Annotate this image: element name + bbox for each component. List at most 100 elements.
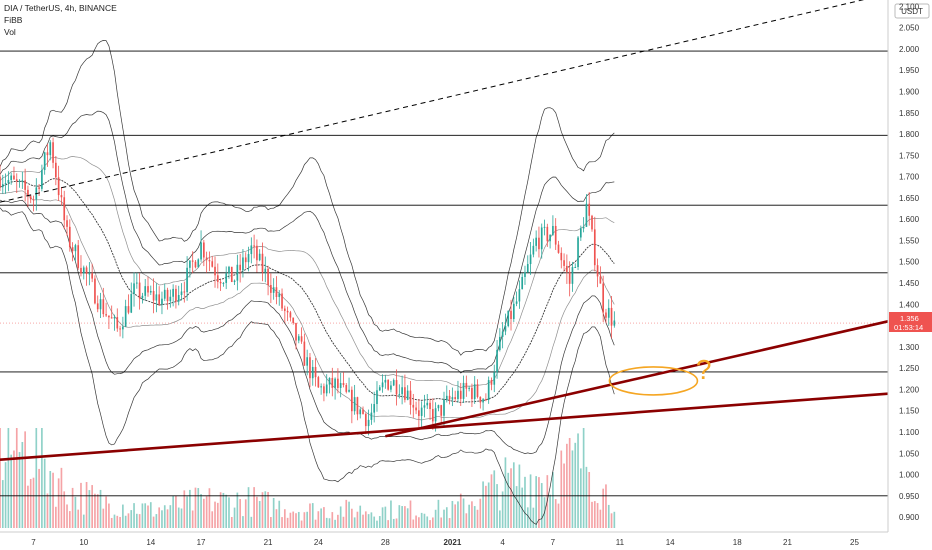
candle-body (166, 289, 169, 302)
volume-bar (233, 507, 236, 528)
candle-body (10, 175, 13, 180)
candle-body (415, 407, 417, 411)
volume-bar (180, 508, 183, 528)
trendline[interactable] (0, 392, 889, 461)
volume-bar (409, 500, 412, 528)
volume-bar (177, 507, 180, 528)
candle-body (216, 275, 219, 282)
candle-body (172, 288, 174, 297)
candle-body (15, 179, 18, 182)
candle-body (571, 267, 574, 284)
candle-body (487, 380, 490, 400)
trendline[interactable] (385, 320, 889, 438)
candle-body (613, 320, 616, 326)
fibb-band-line (0, 40, 615, 356)
volume-bar (515, 486, 518, 528)
candle-body (367, 419, 370, 427)
x-tick-label: 10 (79, 538, 88, 547)
price-axis-panel[interactable] (888, 0, 932, 550)
volume-bar (440, 517, 443, 528)
y-tick-label: 1.100 (899, 428, 920, 437)
x-tick-label: 25 (850, 538, 859, 547)
volume-bar (404, 506, 406, 528)
volume-bar (362, 514, 364, 528)
candle-body (88, 273, 91, 275)
candle-body (543, 226, 546, 228)
candle-body (412, 404, 415, 408)
candle-body (535, 237, 537, 246)
volume-bar (451, 500, 454, 528)
volume-bar (38, 468, 40, 528)
dashed-trendline[interactable] (0, 0, 871, 203)
candle-body (161, 298, 163, 305)
candle-body (189, 260, 191, 268)
volume-bar (297, 511, 300, 528)
volume-bar (161, 510, 163, 528)
candle-body (409, 390, 412, 405)
volume-bar (133, 503, 135, 528)
x-tick-label: 2021 (443, 538, 461, 547)
candle-body (52, 142, 54, 163)
time-axis-panel[interactable] (0, 532, 888, 550)
volume-bar (1, 480, 4, 528)
y-tick-label: 1.500 (899, 258, 920, 267)
candle-body (504, 326, 507, 332)
y-tick-label: 1.750 (899, 151, 920, 160)
volume-bar (55, 506, 57, 528)
volume-bar (222, 492, 225, 528)
volume-bar (579, 468, 582, 528)
bar-countdown: 01:53:14 (894, 323, 923, 332)
question-mark-annotation[interactable]: ? (696, 354, 712, 385)
candle-body (18, 180, 21, 182)
volume-bar (602, 488, 605, 528)
candle-body (124, 306, 127, 327)
volume-bar (381, 507, 384, 528)
y-tick-label: 1.550 (899, 236, 920, 245)
volume-bar (462, 498, 465, 528)
volume-bar (102, 508, 105, 528)
candle-body (272, 287, 275, 293)
y-tick-label: 1.400 (899, 300, 920, 309)
volume-bar (605, 484, 607, 528)
candle-body (445, 395, 448, 400)
volume-bar (24, 431, 26, 528)
volume-bar (415, 515, 417, 528)
y-tick-label: 1.200 (899, 385, 920, 394)
volume-bar (571, 450, 574, 528)
candle-body (244, 257, 247, 263)
volume-bar (479, 498, 482, 528)
volume-bar (398, 505, 401, 528)
volume-bar (426, 516, 429, 528)
candle-body (512, 303, 515, 320)
y-tick-label: 1.150 (899, 407, 920, 416)
volume-bar (49, 471, 52, 528)
volume-bar (63, 491, 66, 528)
volume-bar (406, 508, 409, 528)
candle-body (96, 303, 99, 310)
volume-bar (272, 497, 275, 528)
y-tick-label: 1.250 (899, 364, 920, 373)
candle-body (267, 268, 269, 286)
candle-body (418, 410, 420, 416)
volume-bar (155, 514, 158, 528)
volume-bar (387, 520, 389, 528)
fibb-band-line (0, 110, 615, 374)
candle-body (364, 413, 367, 427)
volume-bar (244, 499, 247, 528)
highlight-ellipse[interactable] (608, 366, 699, 396)
y-tick-label: 0.900 (899, 513, 920, 522)
y-tick-label: 1.700 (899, 173, 920, 182)
candle-body (283, 308, 286, 311)
candle-body (353, 397, 356, 412)
candle-body (557, 244, 560, 253)
candle-body (208, 260, 211, 262)
volume-bar (141, 503, 144, 528)
volume-bar (91, 485, 93, 528)
x-tick-label: 28 (381, 538, 390, 547)
candle-body (200, 242, 202, 260)
candle-body (317, 377, 320, 388)
candle-body (518, 289, 521, 302)
fibb-basis-line (0, 178, 615, 403)
